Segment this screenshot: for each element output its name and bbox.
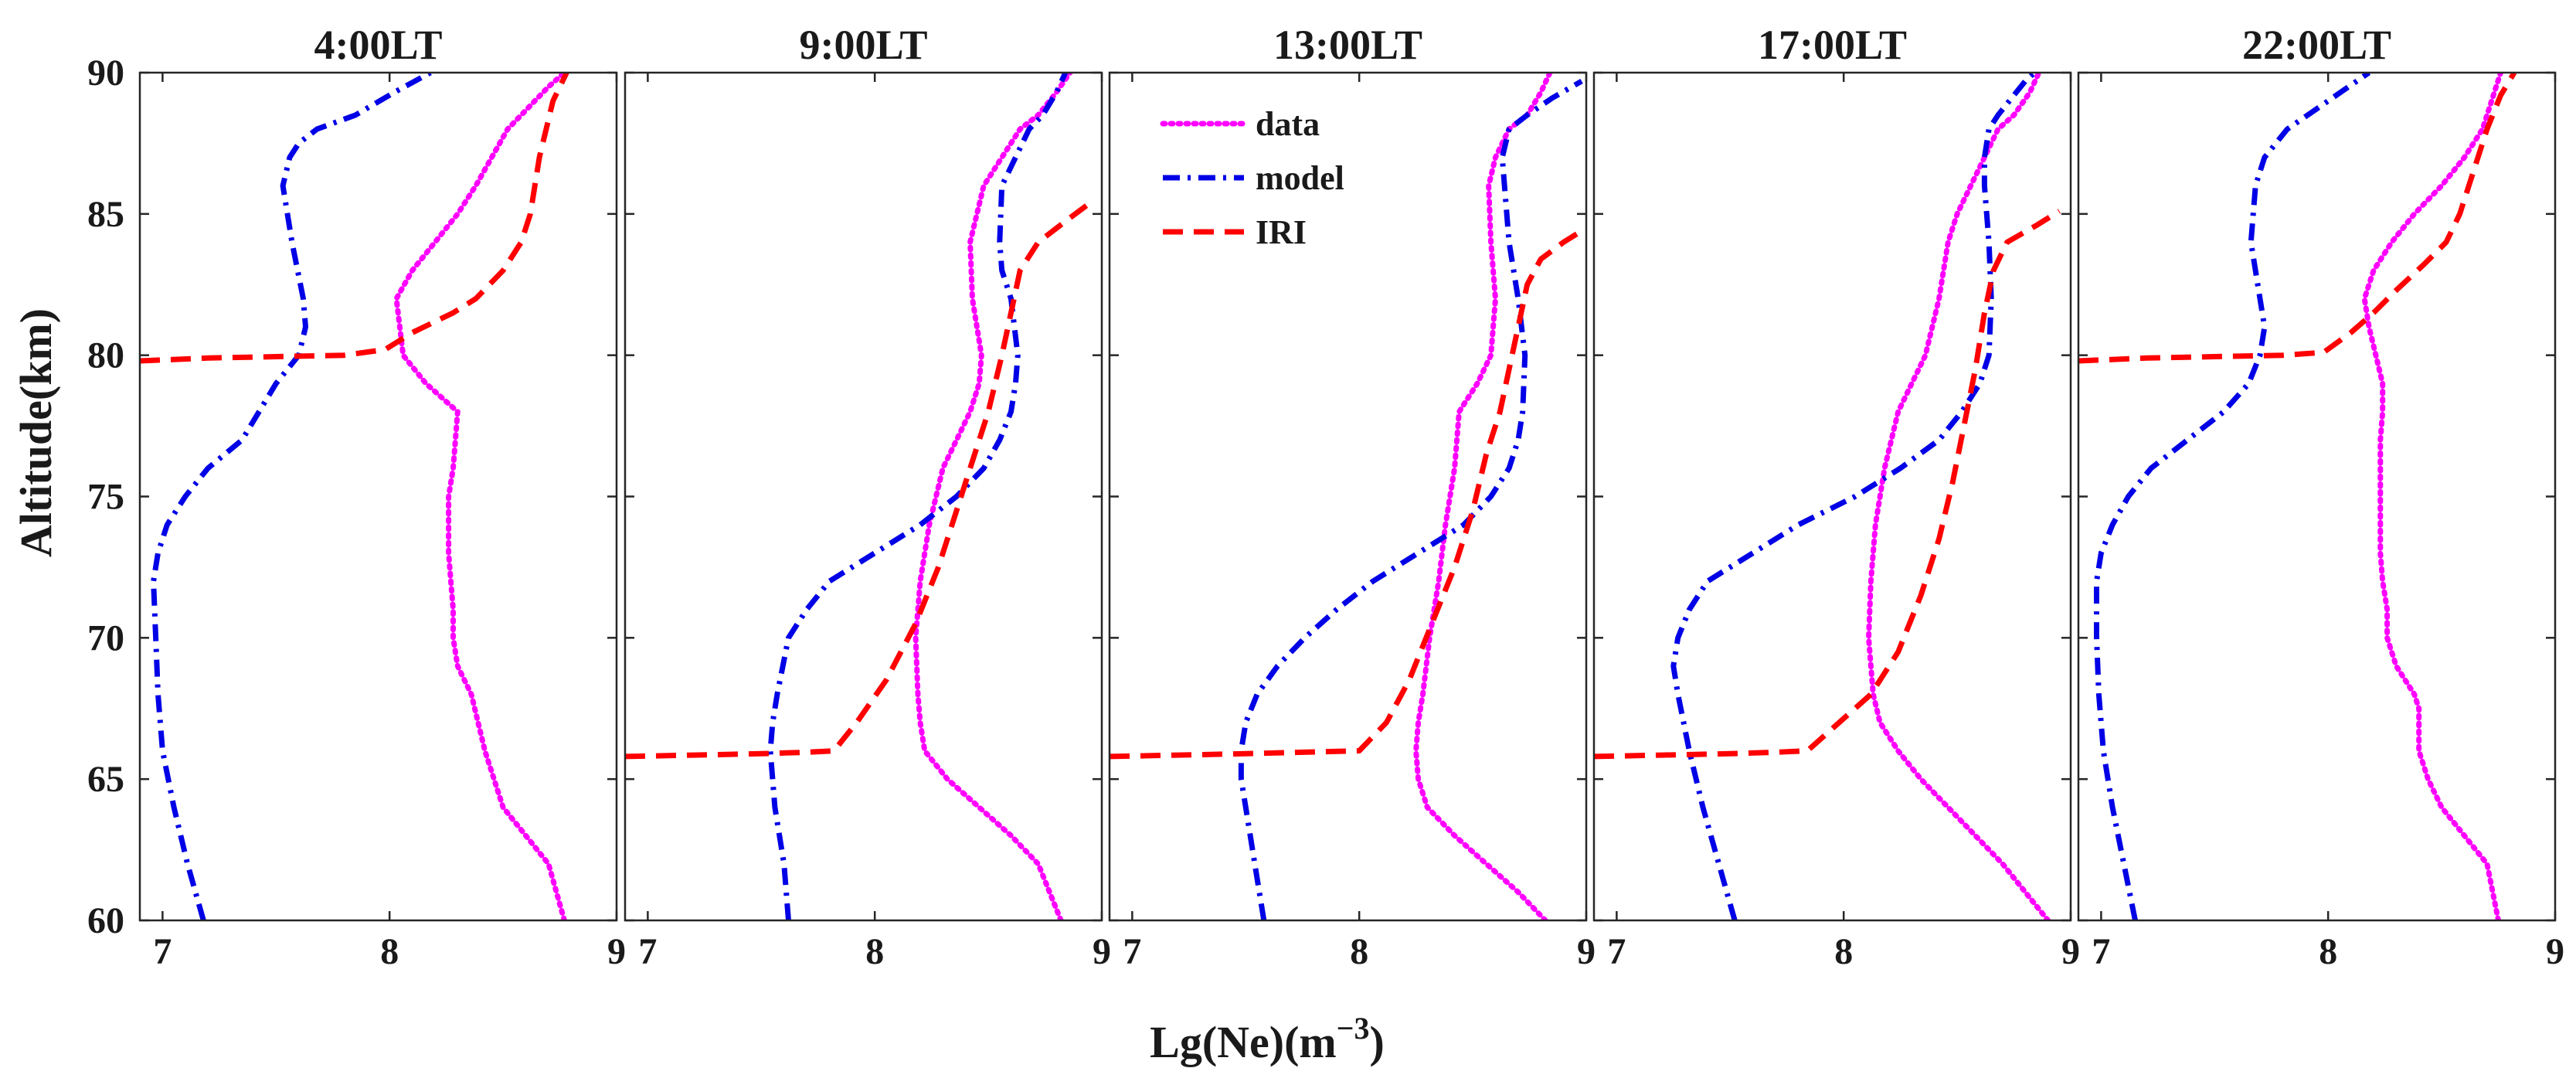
panel-title: 22:00LT xyxy=(2242,22,2391,68)
y-tick-label: 80 xyxy=(87,335,124,376)
axes-frame xyxy=(1108,71,1588,922)
x-axis-label-exponent: −3 xyxy=(1337,1011,1370,1046)
panel-title: 4:00LT xyxy=(314,22,442,68)
series-line-model xyxy=(767,73,1069,920)
series-line-data xyxy=(2361,73,2503,920)
panel-title: 9:00LT xyxy=(799,22,927,68)
panel-3: 7 8 9 13:00LT xyxy=(1108,22,1596,972)
x-axis-label-close: ) xyxy=(1370,1017,1385,1067)
x-tick-label: 9 xyxy=(1093,931,1111,972)
x-tick-label: 7 xyxy=(1123,931,1141,972)
x-tick-label: 8 xyxy=(865,931,884,972)
axes-frame xyxy=(624,71,1103,922)
series-group xyxy=(2078,73,2517,920)
panel-title: 13:00LT xyxy=(1273,22,1422,68)
legend-label-iri: IRI xyxy=(1256,213,1307,251)
series-line-data xyxy=(912,73,1073,920)
panel-2: 7 8 9 9:00LT xyxy=(624,22,1111,972)
x-tick-label: 9 xyxy=(2546,931,2564,972)
x-tick-label: 9 xyxy=(2061,931,2080,972)
x-tick-label: 7 xyxy=(2092,931,2110,972)
x-axis-label: Lg(Ne)(m−3) xyxy=(1150,1011,1385,1067)
series-line-model xyxy=(2094,73,2371,920)
panel-5: 7 8 9 22:00LT xyxy=(2077,22,2564,972)
series-line-iri xyxy=(140,73,569,364)
x-tick-label: 7 xyxy=(638,931,657,972)
y-tick-label: 65 xyxy=(87,759,124,800)
y-tick-label: 90 xyxy=(87,53,124,94)
x-axis-label-main: Lg(Ne)(m xyxy=(1150,1017,1337,1067)
panel-4: 7 8 9 17:00LT xyxy=(1592,22,2080,972)
x-tick-label: 9 xyxy=(1577,931,1596,972)
x-tick-label: 9 xyxy=(607,931,626,972)
panels: 60 65 70 75 80 85 90 7 8 9 4:00LT 7 8 9 9:00LT 7 8 9 13:00… xyxy=(87,22,2564,972)
series-group xyxy=(1110,73,1583,920)
series-line-iri xyxy=(625,200,1093,760)
legend: data model IRI xyxy=(1160,105,1344,251)
y-tick-label: 75 xyxy=(87,477,124,518)
x-tick-label: 8 xyxy=(1350,931,1368,972)
series-group xyxy=(140,73,569,920)
series-line-data xyxy=(1866,73,2051,920)
series-line-data xyxy=(1413,73,1553,920)
series-line-model xyxy=(1238,78,1583,920)
legend-label-data: data xyxy=(1256,105,1320,143)
series-line-data xyxy=(393,73,567,920)
series-line-iri xyxy=(1594,209,2061,760)
series-group xyxy=(1594,73,2061,920)
axes-frame xyxy=(138,71,618,922)
x-tick-label: 8 xyxy=(2319,931,2337,972)
x-tick-label: 7 xyxy=(1607,931,1626,972)
series-group xyxy=(625,73,1093,920)
x-tick-label: 7 xyxy=(153,931,172,972)
axes-frame xyxy=(1592,71,2072,922)
x-tick-label: 8 xyxy=(1834,931,1853,972)
series-line-iri xyxy=(2078,73,2517,364)
x-tick-label: 8 xyxy=(380,931,399,972)
panel-1: 60 65 70 75 80 85 90 7 8 9 4:00LT xyxy=(87,22,626,972)
series-line-iri xyxy=(1110,228,1583,760)
y-tick-label: 60 xyxy=(87,900,124,941)
y-tick-label: 70 xyxy=(87,617,124,658)
panel-title: 17:00LT xyxy=(1758,22,1907,68)
y-axis-label: Altitude(km) xyxy=(11,308,61,557)
series-line-model xyxy=(1670,73,2037,920)
y-tick-label: 85 xyxy=(87,194,124,235)
legend-label-model: model xyxy=(1256,159,1344,197)
series-line-model xyxy=(151,73,432,920)
axes-frame xyxy=(2077,71,2557,922)
